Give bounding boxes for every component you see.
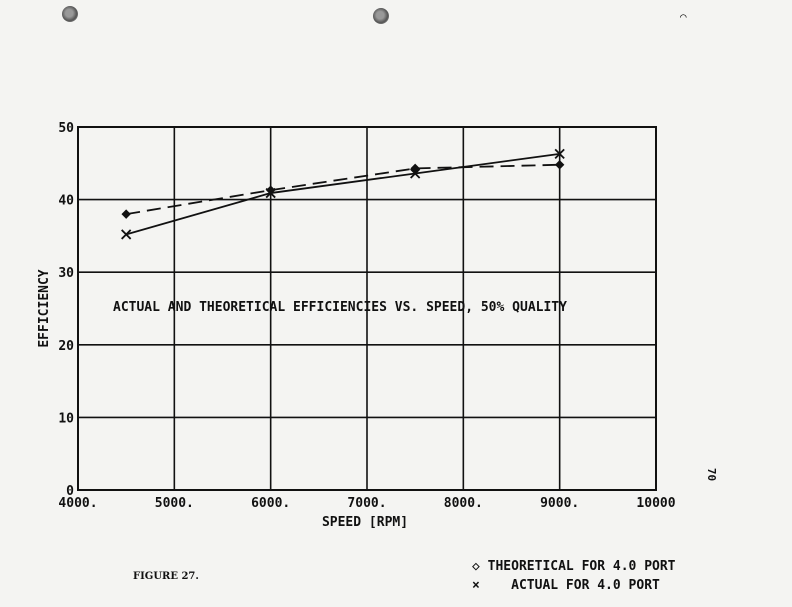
y-tick-label: 20	[58, 339, 74, 354]
x-tick-label: 9000.	[540, 496, 579, 511]
y-tick-label: 30	[58, 266, 74, 281]
chart-axes	[77, 126, 657, 491]
plot-frame	[77, 126, 657, 491]
series-line-actual	[125, 152, 560, 236]
y-axis-label: EFFICIENCY	[37, 269, 52, 347]
data-point-theoretical	[554, 160, 565, 170]
y-tick-label: 50	[58, 121, 74, 136]
chart-grid	[78, 127, 656, 490]
x-tick-label: 7000.	[347, 496, 386, 511]
chart-labels: 4000. 5000. 6000. 7000. 8000. 9000. 10000 0 10 20…	[37, 121, 676, 530]
corner-mark: ⌒	[680, 10, 687, 23]
x-tick-label: 5000.	[155, 496, 194, 511]
y-tick-label: 10	[58, 411, 74, 426]
legend-label-theoretical: THEORETICAL FOR 4.0 PORT	[487, 559, 676, 574]
x-tick-label: 8000.	[444, 496, 483, 511]
x-marker-icon: ×	[472, 578, 480, 593]
chart-legend: ◇ THEORETICAL FOR 4.0 PORT × ACTUAL FOR …	[472, 557, 676, 595]
chart-series	[121, 148, 565, 240]
punch-hole-left	[62, 6, 78, 22]
data-point-actual	[265, 187, 276, 199]
data-point-theoretical	[121, 209, 131, 219]
y-tick-label: 0	[66, 484, 74, 499]
chart-title: ACTUAL AND THEORETICAL EFFICIENCIES VS. …	[113, 300, 567, 315]
page-number: 70	[705, 467, 719, 482]
series-line-theoretical	[126, 163, 560, 216]
legend-item-actual: × ACTUAL FOR 4.0 PORT	[472, 576, 676, 595]
x-tick-label: 10000	[636, 496, 675, 511]
legend-item-theoretical: ◇ THEORETICAL FOR 4.0 PORT	[472, 557, 676, 576]
data-point-actual	[554, 148, 565, 159]
legend-label-actual: ACTUAL FOR 4.0 PORT	[511, 578, 660, 593]
punch-hole-center	[373, 8, 389, 24]
x-axis-label: SPEED [RPM]	[322, 515, 408, 530]
diamond-marker-icon: ◇	[472, 559, 480, 574]
data-point-actual	[121, 229, 132, 240]
x-tick-label: 6000.	[251, 496, 290, 511]
figure-caption: FIGURE 27.	[133, 571, 199, 582]
y-tick-label: 40	[58, 194, 74, 209]
x-tick-label: 4000.	[58, 496, 97, 511]
data-point-actual	[410, 168, 421, 179]
